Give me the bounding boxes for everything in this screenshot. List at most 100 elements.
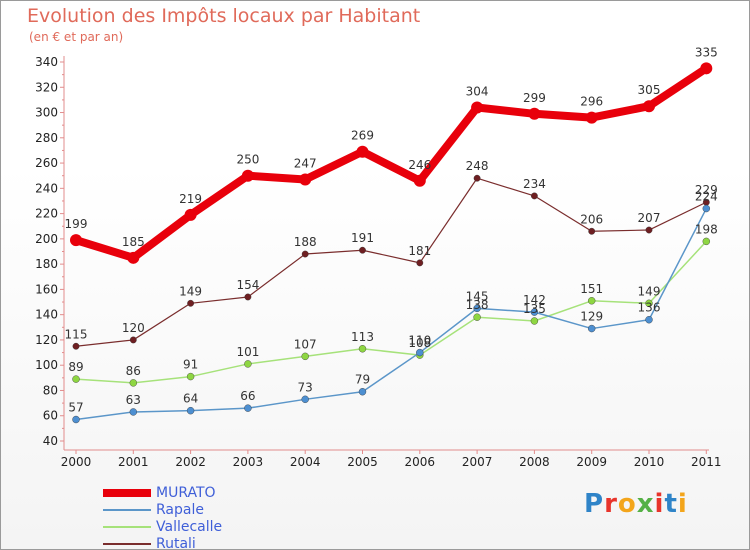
y-tick-label: 120	[35, 333, 58, 347]
y-tick-label: 340	[35, 55, 58, 69]
data-label-rapale: 110	[408, 334, 431, 348]
point-rutali	[531, 192, 538, 200]
data-label-vallecalle: 138	[466, 298, 489, 312]
point-rapale	[645, 316, 653, 324]
logo-letter: t	[664, 489, 678, 519]
point-rutali	[187, 299, 195, 307]
x-tick-label: 2007	[462, 455, 493, 469]
point-rapale	[702, 204, 710, 213]
point-vallecalle	[530, 317, 539, 325]
data-label-vallecalle: 86	[126, 364, 141, 378]
legend-swatch-murato	[103, 489, 151, 497]
point-murato	[700, 62, 713, 75]
point-rapale	[473, 304, 481, 313]
data-label-rapale: 63	[126, 393, 141, 407]
y-tick-label: 200	[35, 232, 58, 246]
point-rapale	[72, 415, 80, 424]
series-line-vallecalle	[75, 240, 708, 384]
y-tick-label: 80	[43, 383, 58, 397]
proxiti-logo: Proxiti	[584, 489, 688, 519]
data-label-rapale: 142	[523, 293, 546, 307]
point-murato	[585, 111, 598, 124]
point-rutali	[72, 342, 80, 350]
point-rapale	[530, 308, 539, 316]
data-label-rutali: 234	[523, 177, 546, 191]
data-label-rapale: 57	[68, 401, 83, 415]
y-tick-label: 180	[35, 257, 58, 271]
data-label-murato: 296	[580, 95, 603, 109]
data-label-vallecalle: 107	[294, 337, 317, 351]
point-rutali	[301, 250, 309, 258]
y-tick-label: 300	[35, 106, 58, 120]
data-label-murato: 304	[466, 84, 489, 98]
logo-letter: r	[604, 489, 618, 519]
point-murato	[184, 208, 197, 221]
data-label-rutali: 181	[408, 244, 431, 258]
point-rutali	[473, 174, 481, 182]
point-rutali	[416, 259, 424, 267]
point-vallecalle	[358, 345, 367, 353]
point-rapale	[416, 348, 424, 357]
data-label-rutali: 248	[466, 159, 489, 173]
logo-letter: x	[636, 489, 655, 519]
y-tick-label: 220	[35, 207, 58, 221]
point-rutali	[588, 227, 596, 235]
y-tick-label: 140	[35, 308, 58, 322]
series-line-rapale	[75, 207, 708, 421]
point-vallecalle	[645, 299, 653, 307]
point-murato	[241, 169, 254, 182]
x-tick-label: 2009	[576, 455, 607, 469]
chart-subtitle: (en € et par an)	[29, 30, 124, 44]
data-label-murato: 269	[351, 129, 374, 143]
data-label-vallecalle: 91	[183, 358, 198, 372]
chart-title: Evolution des Impôts locaux par Habitant	[27, 5, 421, 27]
x-tick-label: 2005	[347, 455, 378, 469]
y-tick-label: 40	[43, 434, 58, 448]
x-tick-label: 2001	[118, 455, 149, 469]
logo-letter: i	[654, 489, 665, 519]
point-vallecalle	[301, 352, 309, 361]
point-murato	[413, 174, 426, 187]
y-tick-label: 100	[35, 358, 58, 372]
point-murato	[528, 107, 541, 120]
y-tick-label: 260	[35, 156, 58, 170]
data-label-murato: 299	[523, 91, 546, 105]
y-tick-label: 320	[35, 80, 58, 94]
logo-letter: i	[677, 489, 688, 519]
point-murato	[299, 173, 312, 186]
data-label-murato: 250	[236, 153, 259, 167]
point-rutali	[359, 246, 366, 254]
data-label-murato: 305	[638, 83, 661, 97]
data-label-rutali: 115	[65, 327, 88, 341]
point-murato	[471, 101, 484, 114]
x-tick-label: 2002	[175, 455, 206, 469]
data-label-vallecalle: 89	[68, 360, 83, 374]
point-vallecalle	[72, 375, 80, 383]
data-label-rapale: 64	[183, 392, 198, 406]
legend-swatch-vallecalle	[103, 526, 151, 528]
x-tick-label: 2011	[691, 455, 722, 469]
logo-letter: o	[617, 489, 637, 519]
point-rutali	[129, 336, 137, 344]
point-rapale	[244, 404, 252, 412]
data-label-vallecalle: 198	[695, 222, 718, 236]
data-label-rutali: 188	[294, 235, 317, 249]
data-label-rapale: 79	[355, 373, 370, 387]
point-rapale	[588, 324, 596, 333]
data-label-vallecalle: 151	[580, 282, 603, 296]
data-label-murato: 185	[122, 235, 145, 249]
data-label-rutali: 120	[122, 321, 145, 335]
data-label-vallecalle: 113	[351, 330, 374, 344]
x-tick-label: 2008	[519, 455, 550, 469]
data-label-vallecalle: 101	[236, 345, 259, 359]
point-vallecalle	[129, 379, 138, 387]
point-rapale	[358, 388, 367, 396]
point-vallecalle	[588, 297, 596, 305]
data-label-murato: 247	[294, 156, 317, 170]
data-label-murato: 335	[695, 45, 718, 59]
y-tick-label: 240	[35, 181, 58, 195]
x-tick-label: 2000	[61, 455, 92, 469]
data-label-rapale: 66	[240, 389, 255, 403]
